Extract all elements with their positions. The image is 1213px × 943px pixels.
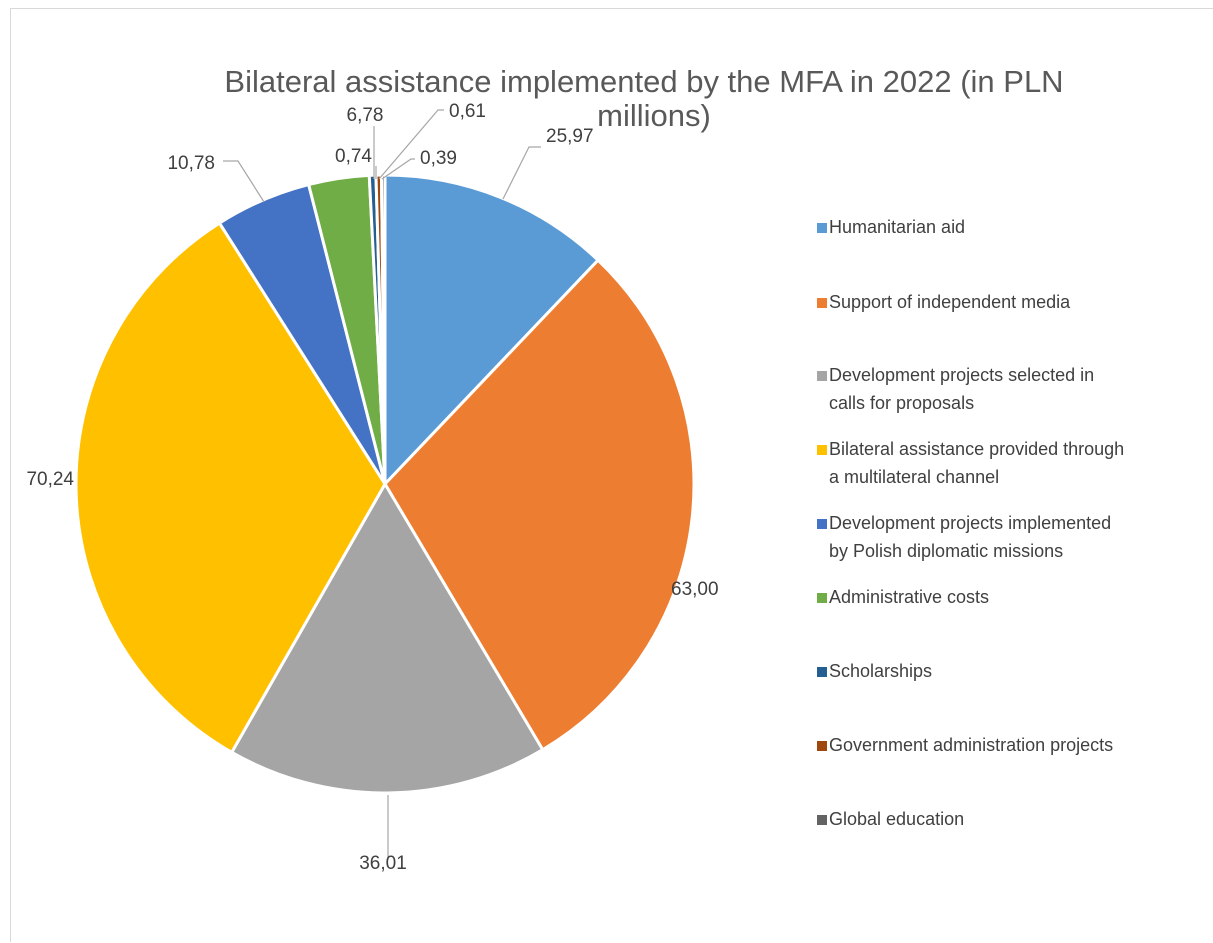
legend-swatch [817,223,827,233]
legend-item-government-administration-projects: Government administration projects [817,735,1113,755]
legend-label: Administrative costs [829,587,989,607]
data-label-support-of-independent-media: 63,00 [671,579,719,600]
leader-line-government-administration-projects [378,109,444,180]
pie-slice-development-projects-selected-in-calls-for-proposals [230,482,545,795]
legend-item-scholarships: Scholarships [817,661,932,681]
legend-label: Development projects selected in [829,365,1094,385]
legend: Humanitarian aid Support of independent m… [817,217,1124,829]
legend-label: a multilateral channel [829,467,999,487]
pie-slice-support-of-independent-media [383,258,696,752]
leader-lines [223,109,541,860]
legend-label: Support of independent media [829,292,1071,312]
leader-line-humanitarian-aid [502,146,541,200]
pie-chart: Bilateral assistance implemented by the … [26,64,1124,874]
legend-label: calls for proposals [829,393,974,413]
legend-label: Development projects implemented [829,513,1111,533]
legend-item-global-education: Global education [817,809,964,829]
data-label-bilateral-assistance-provided-through-a-multilateral-channel: 70,24 [26,469,74,490]
legend-swatch [817,519,827,529]
legend-item-support-of-independent-media: Support of independent media [817,292,1071,312]
legend-item-bilateral-assistance-provided-through-a-multilateral-channel: Bilateral assistance provided through a m… [817,439,1124,487]
pie-slices [74,173,696,795]
legend-item-development-projects-implemented-by-polish-diplomatic-missions: Development projects implemented by Polis… [817,513,1111,561]
legend-swatch [817,815,827,825]
pie-slice-bilateral-assistance-provided-through-a-multilateral-channel [74,221,387,754]
data-label-government-administration-projects: 0,61 [449,101,486,122]
chart-title: Bilateral assistance implemented by the … [224,64,1063,133]
data-label-administrative-costs: 6,78 [347,105,384,126]
legend-swatch [817,371,827,381]
legend-label: Government administration projects [829,735,1113,755]
legend-label: Bilateral assistance provided through [829,439,1124,459]
legend-swatch [817,593,827,603]
leader-line-global-education [381,158,415,180]
data-label-global-education: 0,39 [420,148,457,169]
pie-slice-humanitarian-aid [383,173,600,486]
legend-item-administrative-costs: Administrative costs [817,587,989,607]
legend-label: by Polish diplomatic missions [829,541,1063,561]
pie-slice-global-education [379,173,387,486]
legend-swatch [817,667,827,677]
legend-swatch [817,445,827,455]
data-label-humanitarian-aid: 25,97 [546,126,594,147]
data-label-development-projects-implemented-by-polish-diplomatic-missions: 10,78 [167,153,215,174]
legend-item-humanitarian-aid: Humanitarian aid [817,217,965,237]
chart-area: Bilateral assistance implemented by the … [10,8,1213,942]
legend-label: Humanitarian aid [829,217,965,237]
data-label-scholarships: 0,74 [335,146,372,167]
leader-line-development-projects-implemented-by-polish-diplomatic-missions [223,160,265,203]
data-labels: 25,97 63,00 36,01 70,24 10,78 6,78 0,74 0,61 0,3… [26,101,718,874]
legend-swatch [817,741,827,751]
chart-title-line-1: Bilateral assistance implemented by the … [224,64,1063,99]
data-label-development-projects-selected-in-calls-for-proposals: 36,01 [359,853,407,874]
chart-title-line-2: millions) [597,98,711,133]
legend-label: Global education [829,809,964,829]
legend-label: Scholarships [829,661,932,681]
legend-swatch [817,298,827,308]
legend-item-development-projects-selected-in-calls-for-proposals: Development projects selected in calls fo… [817,365,1094,413]
